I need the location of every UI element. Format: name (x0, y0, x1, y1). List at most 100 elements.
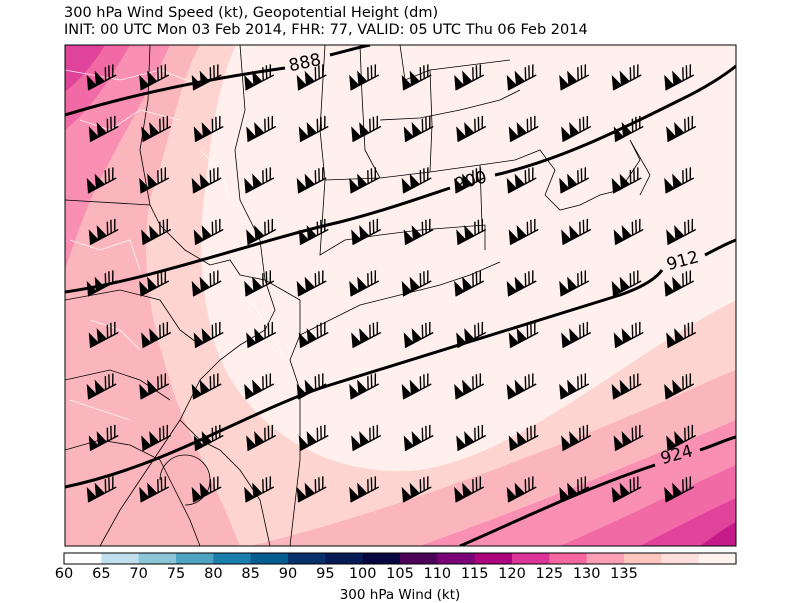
wind-barbs (86, 64, 697, 503)
wind-barb (296, 167, 327, 194)
colorbar-tick-label: 90 (278, 566, 298, 582)
colorbar-tick-label: 75 (166, 566, 186, 582)
wind-barb (559, 167, 590, 194)
colorbar (64, 553, 737, 564)
wind-barb (86, 476, 117, 503)
wind-barb (666, 424, 697, 452)
wind-barb (349, 270, 380, 297)
colorbar-segment (586, 553, 625, 564)
wind-barb (401, 476, 432, 503)
colorbar-tick-label: 110 (423, 566, 452, 582)
colorbar-tick-label: 120 (498, 566, 526, 582)
wind-barb (403, 424, 434, 452)
wind-barb (611, 64, 642, 91)
wind-barb (403, 321, 434, 349)
colorbar-frame (63, 552, 737, 565)
wind-barb (613, 424, 644, 452)
wind-barb (559, 270, 590, 297)
colorbar-tick-label: 65 (92, 566, 111, 582)
colorbar-segment (64, 553, 102, 564)
wind-barb (88, 218, 119, 246)
wind-barb (561, 115, 592, 143)
colorbar-tick-label: 115 (460, 566, 489, 582)
wind-barb (454, 373, 485, 400)
wind-barb (401, 167, 432, 194)
wind-barb (664, 476, 695, 503)
colorbar-segment (325, 553, 364, 564)
colorbar-label: 300 hPa Wind (kt) (339, 587, 461, 603)
wind-barb (351, 115, 382, 143)
wind-barb (141, 218, 172, 246)
wind-barb (506, 476, 537, 503)
wind-barb (664, 373, 695, 400)
map-area: 888 900 912 924 (65, 45, 736, 546)
contour-900-b (494, 64, 736, 177)
wind-barb (454, 167, 485, 194)
wind-barb (401, 270, 432, 297)
wind-barb (351, 424, 382, 452)
wind-barb (561, 218, 592, 246)
wind-barb (403, 218, 434, 246)
wind-barb (298, 321, 329, 349)
wind-barb (191, 64, 222, 91)
wind-barb (666, 321, 697, 349)
wind-barb (349, 64, 380, 91)
band-light (65, 45, 736, 546)
wind-barb (559, 373, 590, 400)
wind-barb (193, 424, 224, 452)
wind-barb (139, 476, 170, 503)
wind-barb (246, 424, 277, 452)
wind-barb (561, 321, 592, 349)
wind-barb (349, 167, 380, 194)
wind-barb (141, 321, 172, 349)
wind-barb (508, 218, 539, 246)
wind-barb (506, 64, 537, 91)
colorbar-segment (549, 553, 588, 564)
wind-barb (664, 167, 695, 194)
wind-barb (86, 373, 117, 400)
colorbar-segment (101, 553, 140, 564)
wind-barb (613, 115, 644, 143)
wind-barb (298, 218, 329, 246)
chart-title: 300 hPa Wind Speed (kt), Geopotential He… (64, 5, 439, 21)
wind-barb (456, 218, 487, 246)
colorbar-segment (512, 553, 550, 564)
wind-barb (296, 476, 327, 503)
wind-barb (349, 476, 380, 503)
wind-barb (666, 115, 697, 143)
wind-barb (246, 115, 277, 143)
contour-924 (459, 463, 656, 546)
wind-barb (611, 270, 642, 297)
wind-barb (191, 167, 222, 194)
wind-barb (193, 115, 224, 143)
band-darkest (700, 522, 736, 546)
colorbar-tick-label: 60 (54, 566, 74, 582)
wind-barb (508, 115, 539, 143)
wind-barb (454, 270, 485, 297)
chart-subtitle: INIT: 00 UTC Mon 03 Feb 2014, FHR: 77, V… (64, 22, 588, 38)
colorbar-segment (661, 553, 700, 564)
contour-912-b (704, 238, 736, 257)
wind-barb (664, 64, 695, 91)
colorbar-segment (176, 553, 214, 564)
wind-barb (561, 424, 592, 452)
wind-barb (139, 167, 170, 194)
wind-barb (351, 321, 382, 349)
wind-barb (88, 321, 119, 349)
wind-barb (351, 218, 382, 246)
wind-barb (456, 321, 487, 349)
wind-barb (298, 424, 329, 452)
colorbar-tick-label: 135 (610, 566, 638, 582)
colorbar-segment (138, 553, 177, 564)
contour-924-b (699, 435, 736, 452)
county-lines-white (65, 69, 286, 421)
wind-barb (506, 373, 537, 400)
wind-barb (139, 64, 170, 91)
contour-912 (65, 269, 664, 489)
wind-barb (246, 321, 277, 349)
colorbar-segment (474, 553, 513, 564)
colorbar-tick-label: 130 (572, 566, 601, 582)
wind-barb (613, 321, 644, 349)
colorbar-segment (624, 553, 662, 564)
wind-barb (559, 64, 590, 91)
